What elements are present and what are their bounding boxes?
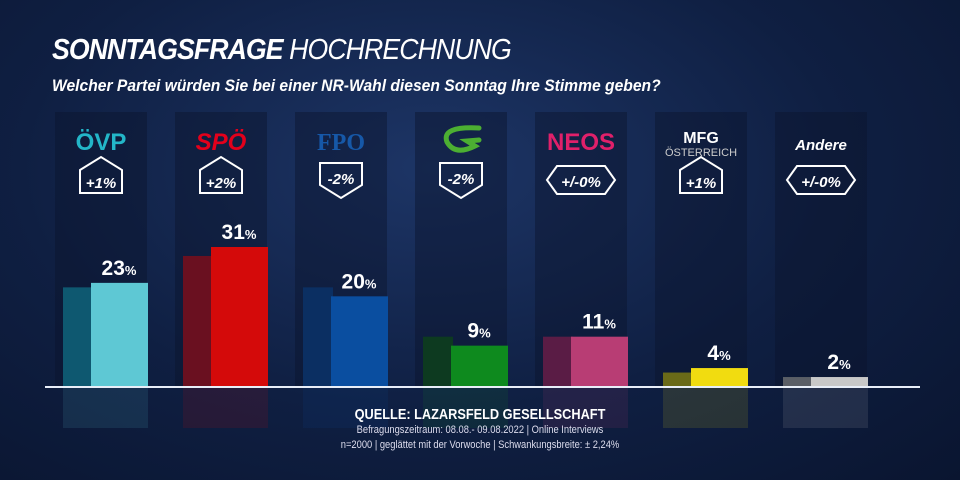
- column-panel: [775, 112, 867, 386]
- current-bar: [331, 296, 388, 386]
- change-label: -2%: [328, 171, 355, 188]
- change-label: +/-0%: [801, 174, 841, 191]
- bar-reflection: [543, 388, 628, 428]
- change-label: +1%: [86, 175, 116, 192]
- party-logo-5: MFG: [683, 130, 719, 147]
- current-bar: [691, 368, 748, 386]
- party-logo-2: FPO: [317, 130, 365, 156]
- page-title: SONNTAGSFRAGE HOCHRECHNUNG: [52, 34, 512, 66]
- value-label: 20%: [342, 270, 377, 293]
- mfg-subtitle: ÖSTERREICH: [665, 147, 737, 159]
- survey-details: n=2000 | geglättet mit der Vorwoche | Sc…: [340, 439, 620, 451]
- value-label: 11%: [582, 311, 616, 334]
- party-logo-0: ÖVP: [76, 129, 127, 156]
- gruene-logo-icon: [443, 125, 482, 153]
- value-label: 4%: [707, 342, 731, 365]
- previous-bar: [543, 336, 573, 386]
- current-bar: [451, 345, 508, 386]
- bar-reflection: [303, 388, 388, 428]
- current-bar: [211, 247, 268, 386]
- subtitle: Welcher Partei würden Sie bei einer NR-W…: [52, 76, 661, 95]
- current-bar: [571, 336, 628, 386]
- previous-bar: [783, 377, 813, 386]
- previous-bar: [63, 287, 93, 386]
- previous-bar: [663, 372, 693, 386]
- previous-bar: [423, 336, 453, 386]
- bar-reflection: [663, 388, 748, 428]
- change-badge-up-icon: [679, 155, 723, 194]
- survey-period: Befragungszeitraum: 08.08.- 09.08.2022 |…: [356, 424, 604, 436]
- change-badge-same-icon: [545, 165, 617, 195]
- bar-reflection: [63, 388, 148, 428]
- current-bar: [91, 282, 148, 386]
- bar-reflection: [783, 388, 868, 428]
- value-label: 31%: [222, 221, 257, 244]
- change-label: -2%: [448, 171, 475, 188]
- change-badge-down-icon: [439, 162, 483, 200]
- value-label: 23%: [102, 257, 137, 280]
- change-label: +2%: [206, 175, 236, 192]
- change-badge-down-icon: [319, 162, 363, 200]
- party-logo-4: NEOS: [547, 129, 615, 156]
- change-label: +1%: [686, 175, 716, 192]
- change-badge-up-icon: [79, 155, 123, 194]
- change-badge-same-icon: [785, 165, 857, 195]
- change-badge-up-icon: [199, 155, 243, 194]
- party-logo-1: SPÖ: [196, 129, 247, 156]
- previous-bar: [303, 287, 333, 386]
- value-label: 2%: [827, 351, 851, 374]
- change-label: +/-0%: [561, 174, 601, 191]
- bar-reflection: [423, 388, 508, 428]
- party-logo-6: Andere: [794, 137, 847, 154]
- previous-bar: [183, 255, 213, 386]
- bar-reflection: [183, 388, 268, 428]
- value-label: 9%: [467, 320, 491, 343]
- current-bar: [811, 377, 868, 386]
- source-title: QUELLE: LAZARSFELD GESELLSCHAFT: [354, 406, 606, 423]
